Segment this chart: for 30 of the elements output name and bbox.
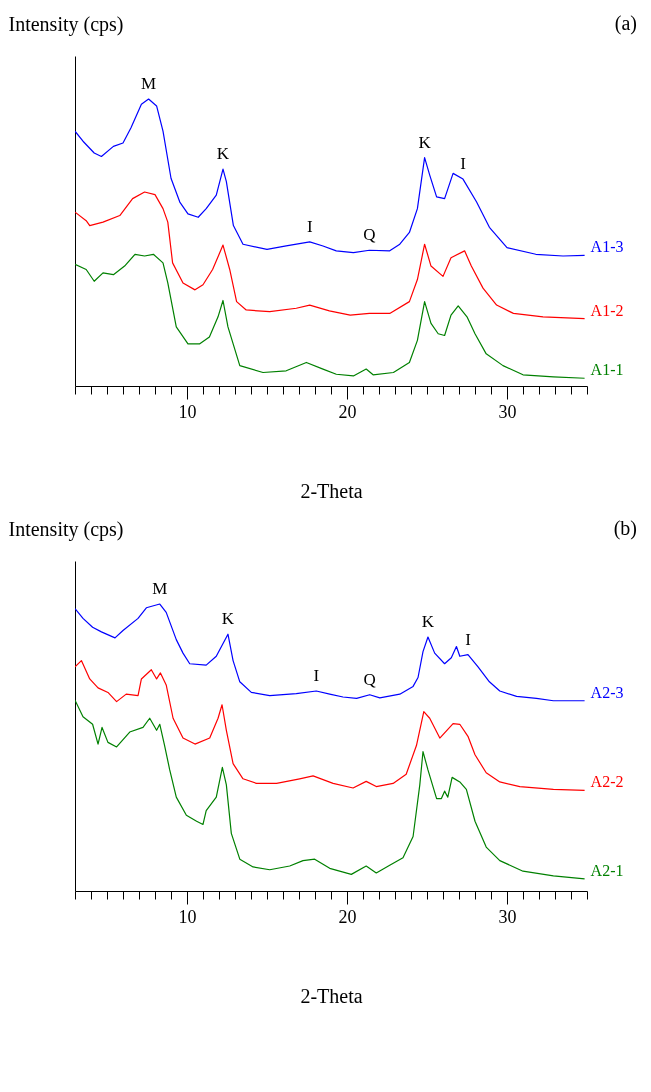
x-axis-title: 2-Theta	[300, 984, 363, 1007]
annotation: I	[465, 629, 472, 649]
text: (b)	[613, 517, 637, 540]
annotation: I	[460, 154, 467, 174]
annotation: K	[216, 144, 230, 164]
x-tick-label: 10	[178, 401, 197, 422]
series-label: A2-1	[590, 861, 624, 879]
x-tick-label: 20	[338, 401, 357, 422]
x-tick-label: 10	[178, 906, 197, 927]
annotation: I	[306, 216, 313, 236]
series-label: A1-1	[590, 361, 624, 379]
annotation: K	[421, 612, 435, 632]
annotation: M	[152, 579, 168, 599]
annotation: Q	[363, 669, 376, 689]
annotation: K	[418, 132, 432, 152]
series-label: A2-3	[590, 683, 624, 701]
annotation: Q	[363, 225, 376, 245]
x-tick-label: 20	[338, 906, 357, 927]
text: (a)	[614, 12, 637, 35]
y-axis-title: Intensity (cps)	[8, 517, 124, 541]
x-tick-label: 30	[498, 906, 517, 927]
annotation: M	[141, 74, 157, 94]
series-label: A2-2	[590, 773, 624, 791]
x-axis-title: 2-Theta	[300, 479, 363, 502]
x-tick-label: 30	[498, 401, 517, 422]
annotation: K	[221, 609, 235, 629]
annotation: I	[313, 665, 320, 685]
y-axis-title: Intensity (cps)	[8, 12, 124, 36]
series-label: A1-3	[590, 238, 624, 256]
series-label: A1-2	[590, 301, 624, 319]
